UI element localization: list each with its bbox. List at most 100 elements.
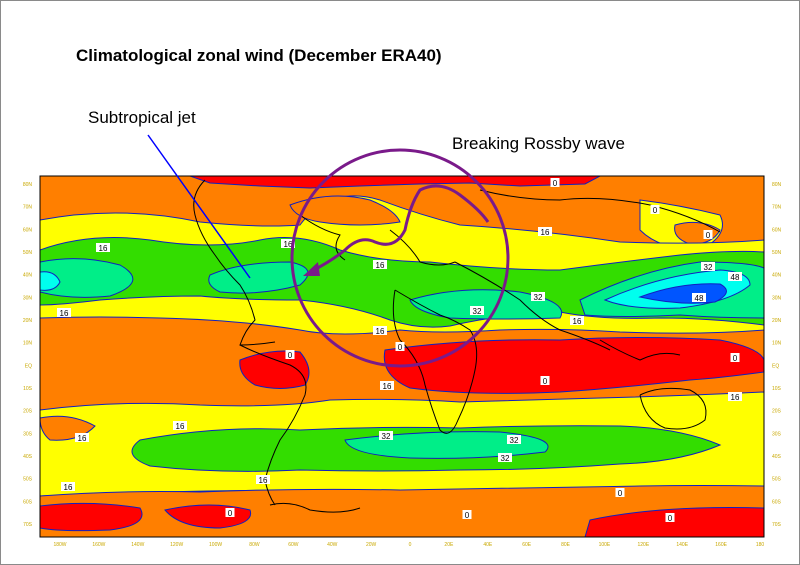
contour-label: 16 [75, 433, 89, 443]
svg-text:16: 16 [376, 327, 385, 336]
longitude-tick: 80E [561, 542, 571, 548]
svg-text:16: 16 [541, 228, 550, 237]
contour-label: 32 [379, 431, 393, 441]
latitude-tick: 10S [772, 386, 782, 392]
latitude-tick: 60S [772, 499, 782, 505]
svg-text:0: 0 [398, 343, 403, 352]
svg-text:16: 16 [376, 261, 385, 270]
svg-text:32: 32 [510, 436, 519, 445]
latitude-tick: 20S [23, 409, 33, 415]
contour-label: 16 [728, 392, 742, 402]
contour-label: 0 [703, 230, 713, 240]
longitude-tick: 20E [444, 542, 454, 548]
svg-text:32: 32 [382, 432, 391, 441]
contour-label: 16 [570, 316, 584, 326]
latitude-tick: 40N [772, 273, 782, 279]
longitude-tick: 120W [170, 542, 183, 548]
contour-label: 16 [96, 243, 110, 253]
svg-text:16: 16 [99, 244, 108, 253]
svg-text:16: 16 [573, 317, 582, 326]
longitude-tick: 100W [209, 542, 222, 548]
svg-text:0: 0 [228, 509, 233, 518]
contour-label: 16 [538, 227, 552, 237]
latitude-tick: 20S [772, 409, 782, 415]
contour-label: 16 [373, 260, 387, 270]
coastlines [193, 179, 721, 513]
contour-label: 0 [462, 510, 472, 520]
longitude-tick: 180 [756, 542, 765, 548]
svg-text:0: 0 [653, 206, 658, 215]
latitude-tick: 10S [23, 386, 33, 392]
contour-label: 0 [650, 205, 660, 215]
latitude-tick: 70N [772, 205, 782, 211]
contour-label: 0 [540, 376, 550, 386]
latitude-tick: EQ [772, 363, 779, 369]
latitude-tick: 70N [23, 205, 33, 211]
rossby-wave-label: Breaking Rossby wave [452, 134, 625, 153]
contour-label: 16 [57, 308, 71, 318]
latitude-tick: 50N [23, 250, 33, 256]
contour-label: 32 [498, 453, 512, 463]
contour-label: 16 [61, 482, 75, 492]
wind-region-orange-tongue [289, 195, 401, 226]
wind-region-red-south-west [40, 502, 143, 532]
contour-label: 0 [395, 342, 405, 352]
contour-label: 0 [285, 350, 295, 360]
contour-label: 0 [225, 508, 235, 518]
longitude-tick: 140E [676, 542, 688, 548]
latitude-tick: 60N [23, 227, 33, 233]
svg-text:16: 16 [78, 434, 87, 443]
longitude-tick: 60W [288, 542, 299, 548]
map-border [39, 175, 765, 538]
svg-text:48: 48 [731, 273, 740, 282]
latitude-tick: 10N [23, 341, 33, 347]
latitude-tick: 80N [23, 182, 33, 188]
longitude-tick: 0 [409, 542, 412, 548]
longitude-tick-labels: 180W 160W 140W 120W 100W 80W 60W 40W 20W 0 20E 40E 6… [53, 542, 764, 548]
contour-label: 0 [550, 178, 560, 188]
svg-text:0: 0 [465, 511, 470, 520]
svg-text:0: 0 [543, 377, 548, 386]
latitude-tick: 50S [772, 477, 782, 483]
jet-pointer-arrow [147, 134, 251, 279]
latitude-tick: 40S [23, 454, 33, 460]
latitude-tick: 30S [23, 431, 33, 437]
contour-label: 0 [665, 513, 675, 523]
svg-text:0: 0 [706, 231, 711, 240]
contour-label: 32 [470, 306, 484, 316]
svg-text:0: 0 [733, 354, 738, 363]
contour-label: 48 [728, 272, 742, 282]
breaking-wave-circle [290, 148, 510, 368]
svg-text:0: 0 [668, 514, 673, 523]
contour-label: 0 [615, 488, 625, 498]
contour-label: 16 [173, 421, 187, 431]
latitude-tick: 40S [772, 454, 782, 460]
longitude-tick: 120E [637, 542, 649, 548]
longitude-tick: 60E [522, 542, 532, 548]
latitude-tick: 70S [23, 522, 33, 528]
svg-text:0: 0 [553, 179, 558, 188]
latitude-tick: 60N [772, 227, 782, 233]
contour-label: 16 [380, 381, 394, 391]
subtropical-jet-label: Subtropical jet [88, 108, 196, 127]
latitude-tick: 50N [772, 250, 782, 256]
svg-text:16: 16 [731, 393, 740, 402]
latitude-tick: 50S [23, 477, 33, 483]
latitude-tick: 20N [23, 318, 33, 324]
latitude-tick: 30S [772, 431, 782, 437]
longitude-tick: 180W [53, 542, 66, 548]
longitude-tick: 160W [92, 542, 105, 548]
latitude-tick: 60S [23, 499, 33, 505]
contour-label: 16 [281, 239, 295, 249]
svg-text:0: 0 [618, 489, 623, 498]
chart-title: Climatological zonal wind (December ERA4… [76, 46, 442, 65]
wind-region-tropical-red-west [239, 350, 310, 389]
svg-text:16: 16 [383, 382, 392, 391]
breaking-wave-curve [309, 184, 490, 274]
longitude-tick: 100E [599, 542, 611, 548]
longitude-tick: 140W [131, 542, 144, 548]
contour-label: 32 [701, 262, 715, 272]
latitude-tick: 10N [772, 341, 782, 347]
latitude-tick: 20N [772, 318, 782, 324]
